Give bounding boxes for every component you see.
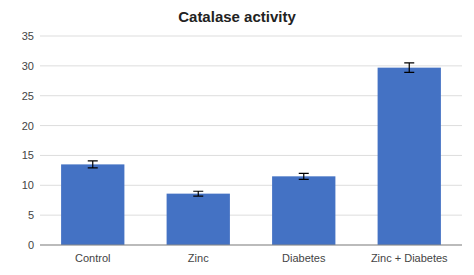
y-tick-label: 15 [22, 149, 34, 161]
bar [378, 68, 441, 245]
y-tick-label: 35 [22, 30, 34, 42]
y-tick-label: 25 [22, 90, 34, 102]
y-tick-label: 0 [28, 239, 34, 251]
error-bar [299, 173, 309, 179]
chart: Catalase activity 0 5 10 15 20 25 30 35 Control Zi… [0, 0, 474, 275]
bar [167, 194, 230, 245]
grid [40, 36, 462, 245]
bars [61, 63, 441, 245]
x-tick-label: Zinc + Diabetes [371, 252, 448, 264]
error-bar [88, 161, 98, 168]
error-bar [193, 191, 203, 196]
chart-container: Catalase activity 0 5 10 15 20 25 30 35 Control Zi… [0, 0, 474, 275]
y-tick-label: 20 [22, 120, 34, 132]
grid-line [40, 36, 462, 37]
grid-line [40, 245, 462, 246]
x-tick-label: Zinc [188, 252, 209, 264]
bar [61, 164, 124, 245]
bar [272, 176, 335, 245]
x-axis-line [40, 245, 462, 246]
error-bar [404, 63, 414, 73]
grid-line [40, 65, 462, 66]
x-tick-label: Diabetes [282, 252, 326, 264]
x-tick-label: Control [75, 252, 110, 264]
y-tick-label: 5 [28, 209, 34, 221]
title: Catalase activity [178, 8, 296, 25]
y-tick-label: 10 [22, 179, 34, 191]
y-tick-label: 30 [22, 60, 34, 72]
